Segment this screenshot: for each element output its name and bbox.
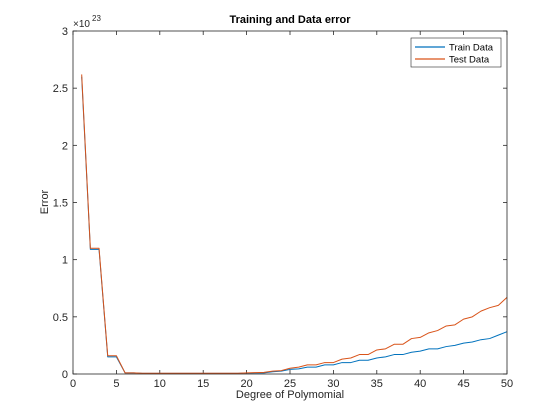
- legend-box: [410, 37, 502, 68]
- series-line-test-data: [81, 74, 508, 374]
- x-tick-label: 10: [154, 378, 166, 390]
- legend: Train Data Test Data: [410, 37, 502, 68]
- y-tick-label: 0.5: [53, 312, 68, 324]
- y-tick-label: 3: [62, 26, 68, 38]
- y-exponent-base: ×10: [73, 19, 90, 30]
- x-tick-label: 50: [501, 378, 513, 390]
- y-exponent-power: 23: [92, 14, 101, 23]
- x-tick-label: 15: [197, 378, 209, 390]
- plot-area: [73, 31, 507, 374]
- chart-title: Training and Data error: [229, 14, 351, 26]
- y-tick-label: 1: [62, 255, 68, 267]
- y-tick-labels: 0 0.5 1 1.5 2 2.5 3: [53, 26, 68, 381]
- axes-box: [72, 30, 508, 375]
- legend-label-train-data: Train Data: [449, 43, 494, 54]
- x-tick-label: 45: [457, 378, 469, 390]
- series-lines: [81, 74, 508, 374]
- x-tick-label: 0: [70, 378, 76, 390]
- x-tick-label: 20: [240, 378, 252, 390]
- y-tick-label: 2: [62, 140, 68, 152]
- x-tick-label: 35: [371, 378, 383, 390]
- x-tick-label: 30: [327, 378, 339, 390]
- x-axis-label: Degree of Polymomial: [236, 389, 344, 401]
- y-tick-label: 2.5: [53, 83, 68, 95]
- x-tick-labels: 0 5 10 15 20 25 30 35 40 45 50: [70, 378, 513, 390]
- legend-label-test-data: Test Data: [449, 55, 490, 66]
- x-tick-label: 5: [113, 378, 119, 390]
- y-tick-label: 0: [62, 369, 68, 381]
- y-axis-label: Error: [39, 189, 51, 214]
- y-tick-label: 1.5: [53, 198, 68, 210]
- x-tick-label: 25: [284, 378, 296, 390]
- x-tick-label: 40: [414, 378, 426, 390]
